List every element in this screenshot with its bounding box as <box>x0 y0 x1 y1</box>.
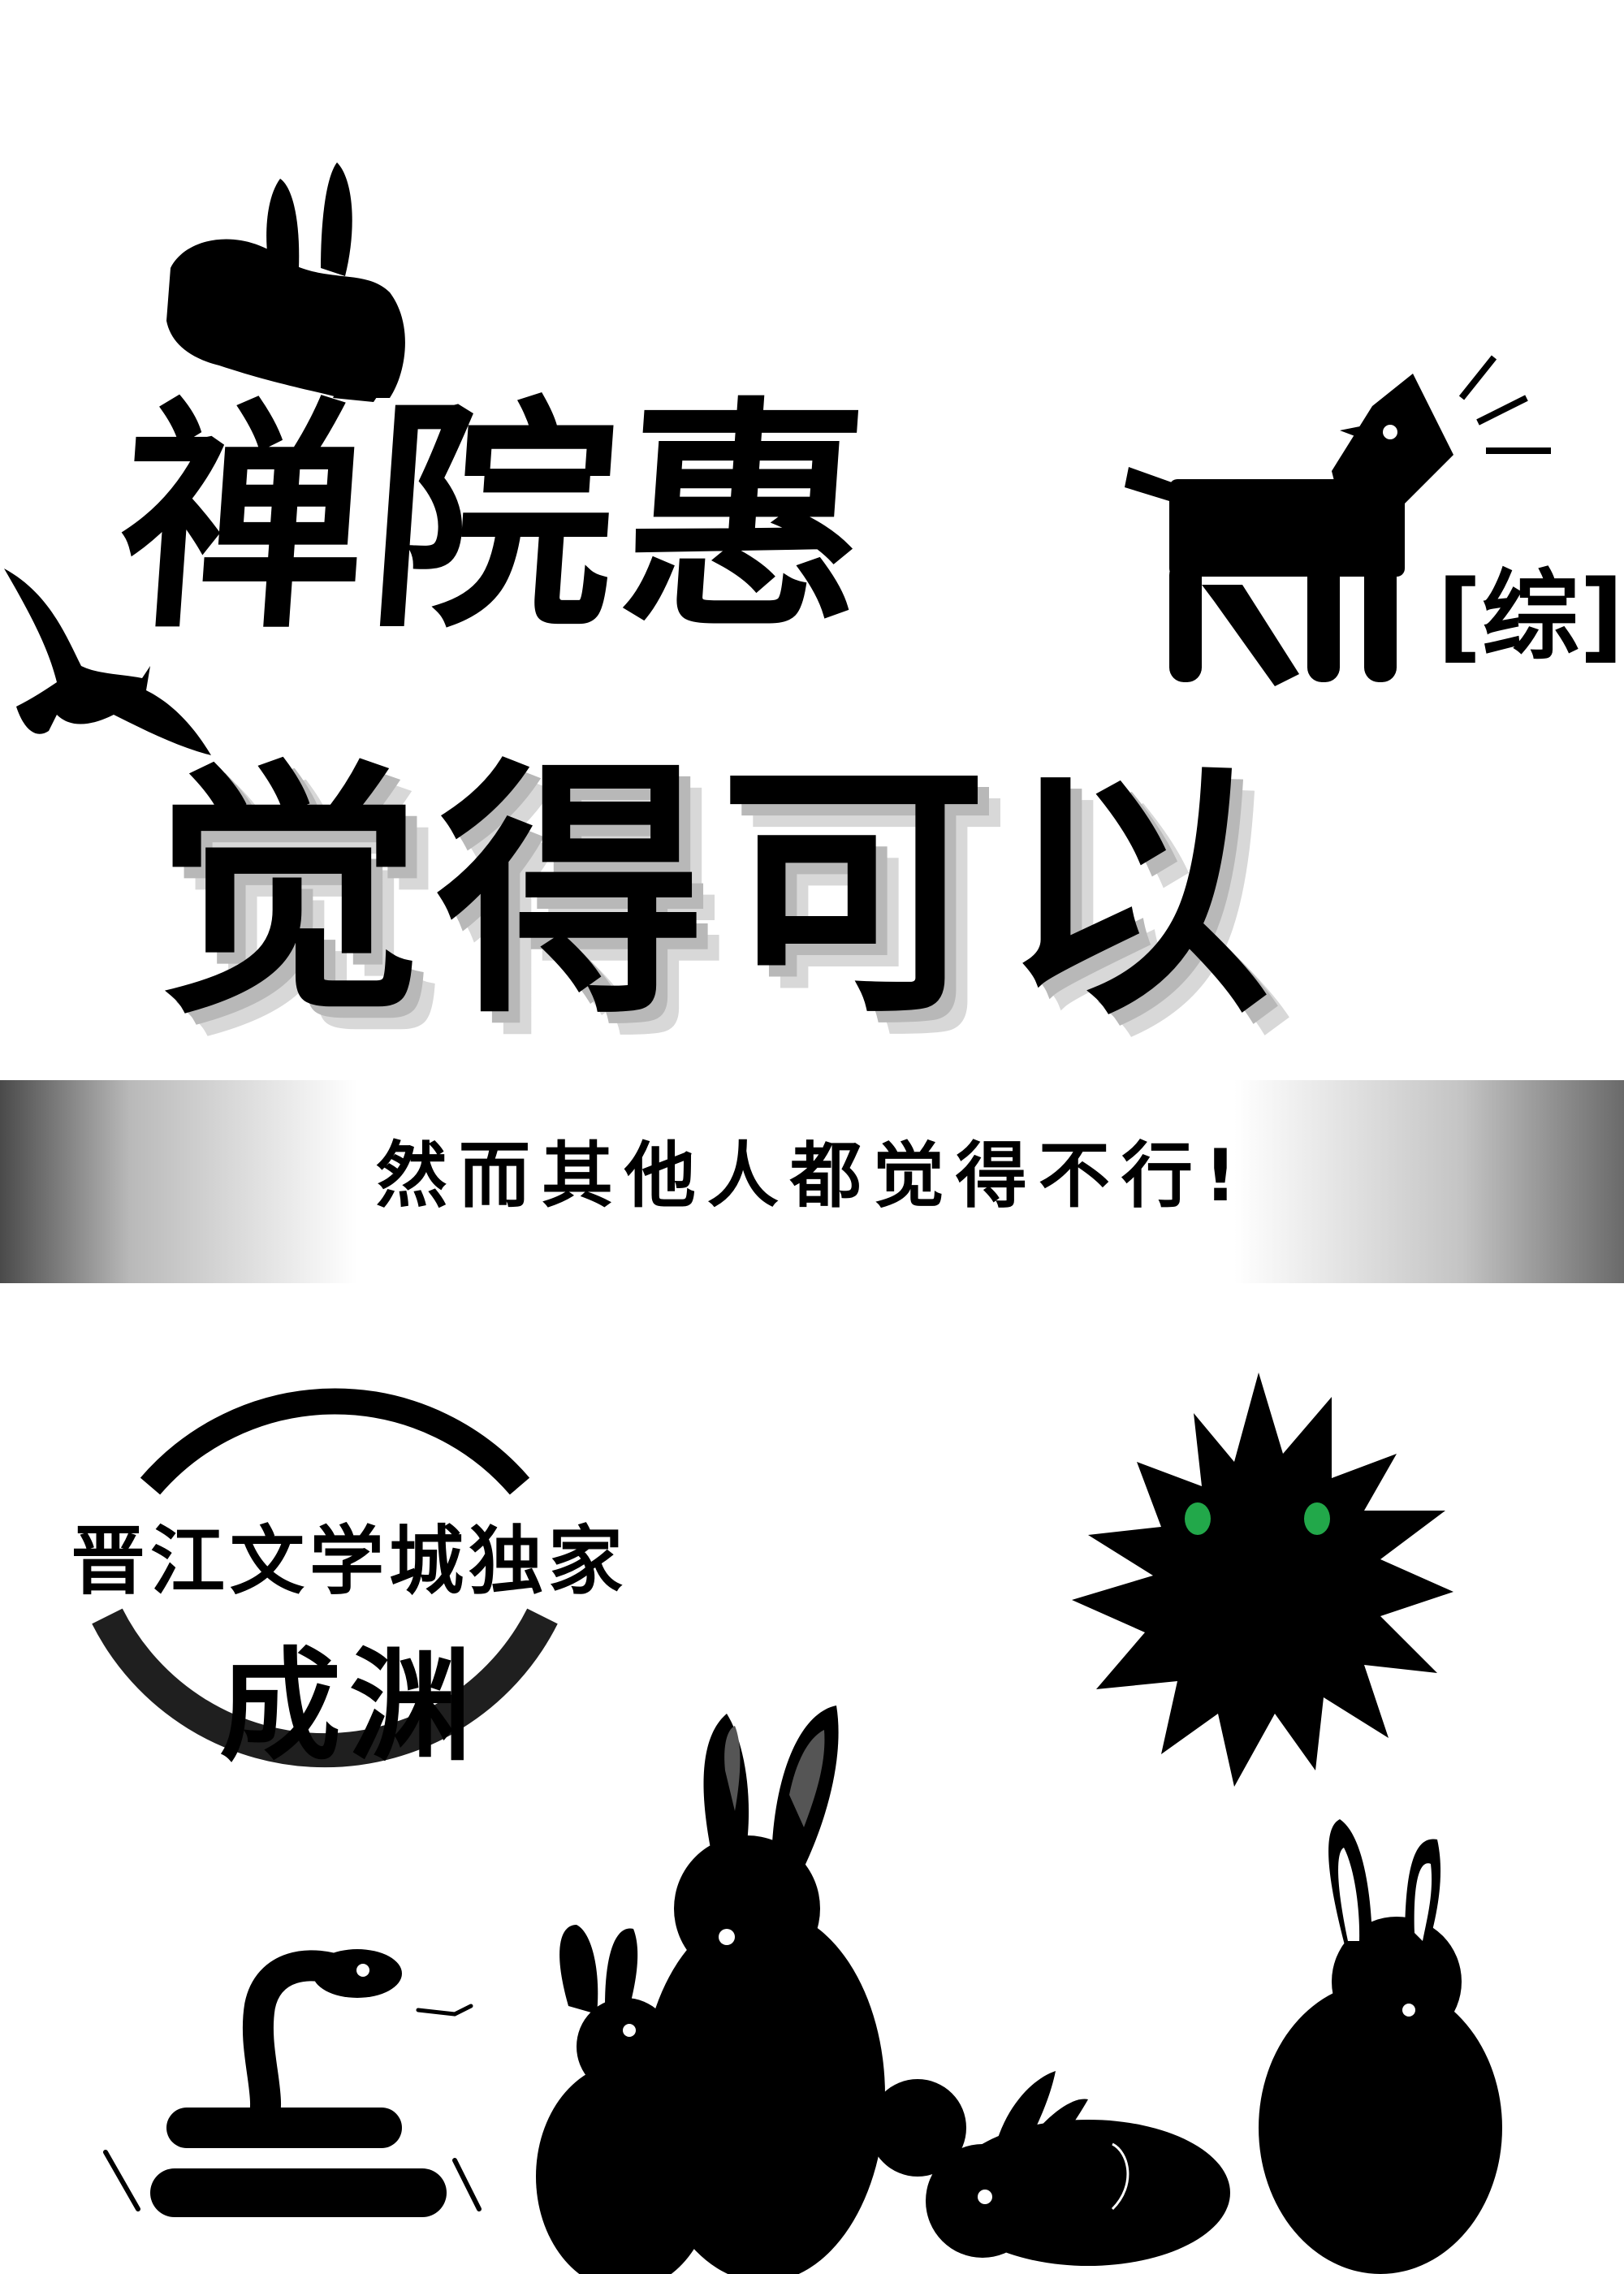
sun-spiky-icon <box>1072 1373 1453 1787</box>
author-ring <box>92 1388 558 1768</box>
eagle-icon <box>4 568 211 755</box>
publisher-label: 晋江文学城独家 <box>70 1518 628 1605</box>
title-line-2: 觉得可以 <box>154 737 1285 1049</box>
rabbit-icon-right <box>1259 1819 1502 2274</box>
tagline-gradient-band <box>0 1080 1624 1283</box>
title-line-1: 禅院惠 <box>111 378 883 661</box>
tagline: 然而其他人都觉得不行! <box>375 1134 1249 1217</box>
snake-icon <box>103 1949 482 2217</box>
dog-icon <box>1125 355 1551 686</box>
rabbit-icon-crouch <box>926 2071 1230 2266</box>
author-name: 成渊 <box>218 1636 479 1778</box>
genre-tag: [综] <box>1437 560 1624 673</box>
rabbit-icon-large <box>641 1706 966 2274</box>
rabbit-icon-top <box>166 162 405 402</box>
